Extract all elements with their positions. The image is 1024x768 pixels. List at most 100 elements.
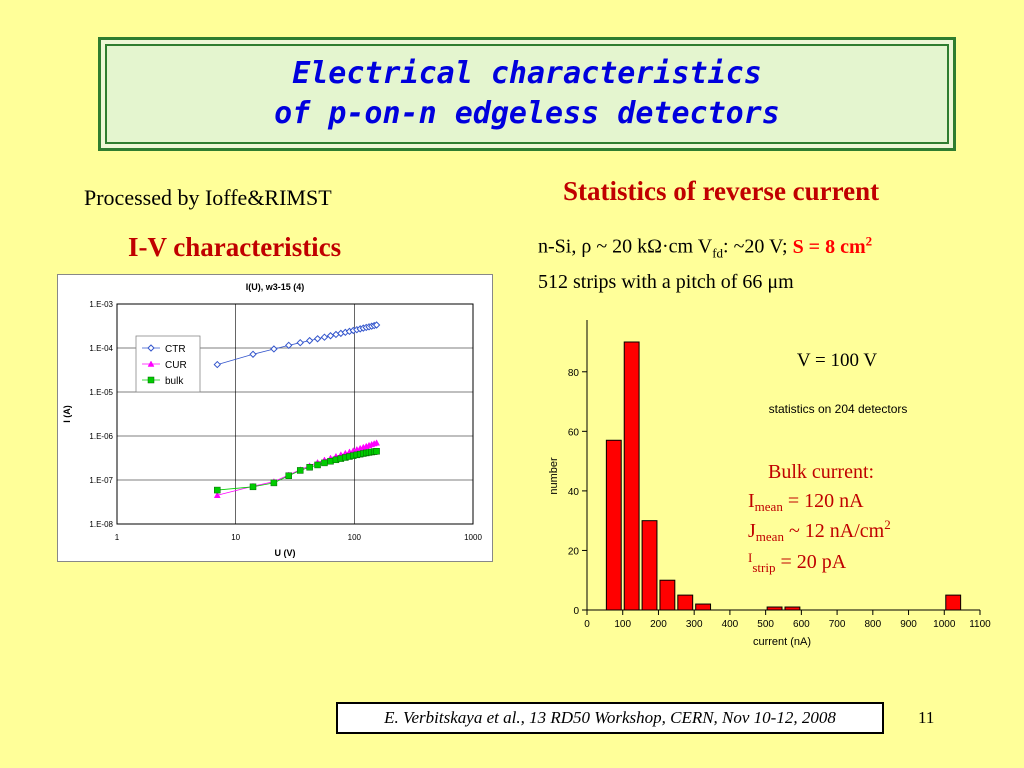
iv-point-bulk	[249, 483, 257, 491]
histogram-y-tick-label: 20	[568, 546, 580, 557]
iv-x-tick-label: 1	[115, 533, 120, 542]
iv-point-bulk	[285, 472, 292, 479]
iv-legend-label: CTR	[165, 344, 186, 355]
title-inner-frame: Electrical characteristics of p-on-n edg…	[105, 44, 949, 144]
histogram-bar	[641, 520, 658, 611]
histogram-bar	[605, 439, 622, 611]
iv-point-bulk	[314, 461, 321, 469]
slide-title-line1: Electrical characteristics	[292, 56, 762, 91]
iv-point-ctr	[372, 321, 381, 329]
histogram-x-tick-label: 1000	[933, 619, 956, 630]
histogram-x-tick-label: 1100	[969, 619, 991, 630]
iv-series-ctr	[213, 321, 381, 369]
iv-point-ctr	[305, 336, 314, 345]
iv-legend-marker	[147, 376, 155, 384]
histogram-x-tick-label: 500	[757, 619, 774, 630]
iv-legend-label: bulk	[165, 376, 184, 387]
iv-y-tick-label: 1.E-04	[89, 344, 113, 353]
annotation-j-mean: Jmean ~ 12 nA/cm2	[748, 517, 891, 544]
iv-legend-label: CUR	[165, 360, 187, 371]
iv-y-tick-label: 1.E-07	[89, 476, 113, 485]
histogram-bar	[659, 579, 676, 611]
iv-y-axis-label: I (A)	[62, 405, 72, 423]
params-part2: : ~20 V;	[723, 235, 793, 258]
iv-legend-marker	[147, 360, 155, 367]
histogram-x-tick-label: 800	[864, 619, 881, 630]
title-box: Electrical characteristics of p-on-n edg…	[98, 37, 956, 151]
histogram-bar	[695, 603, 712, 611]
reference-text: E. Verbitskaya et al., 13 RD50 Workshop,…	[384, 708, 836, 727]
histogram-x-axis-label: current (nA)	[753, 636, 811, 648]
bulk-current-annotation: Bulk current: Imean = 120 nA Jmean ~ 12 …	[748, 461, 891, 575]
page-number: 11	[918, 708, 935, 727]
histogram-x-tick-label: 200	[650, 619, 667, 630]
histogram-y-tick-label: 80	[568, 368, 580, 379]
iv-legend-box	[135, 335, 201, 393]
iv-chart-title: I(U), w3-15 (4)	[246, 282, 305, 292]
histogram-x-tick-label: 900	[900, 619, 917, 630]
iv-x-tick-label: 1000	[464, 533, 482, 542]
annotation-i-strip: Istrip = 20 pA	[748, 550, 847, 575]
iv-characteristics-heading: I-V characteristics	[128, 232, 342, 262]
iv-x-tick-label: 100	[348, 533, 362, 542]
reference-box: E. Verbitskaya et al., 13 RD50 Workshop,…	[336, 702, 884, 734]
iv-x-axis-label: U (V)	[275, 548, 296, 558]
params-sub-fd: fd	[712, 245, 724, 261]
area-text: S = 8 cm	[792, 235, 866, 258]
iv-point-cur	[373, 439, 381, 446]
histogram-y-axis-label: number	[548, 457, 560, 495]
histogram-y-tick-label: 0	[573, 606, 579, 617]
histogram-x-tick-label: 600	[793, 619, 810, 630]
area-sup: 2	[865, 233, 873, 248]
area-value: S = 8 cm2	[792, 233, 873, 258]
iv-point-ctr	[296, 338, 304, 347]
strips-description: 512 strips with a pitch of 66 μm	[538, 271, 794, 293]
iv-point-bulk	[296, 467, 304, 474]
histogram-panel: 0 20 40 60 80 0 100 200 300 400 500 600 700 800 900 100…	[540, 318, 1010, 658]
iv-point-bulk	[321, 459, 328, 467]
iv-point-bulk	[373, 448, 380, 455]
iv-series-bulk	[214, 448, 380, 494]
iv-y-tick-label: 1.E-06	[89, 432, 113, 441]
iv-y-tick-label: 1.E-05	[89, 388, 113, 397]
histogram-bar	[766, 606, 783, 611]
iv-point-ctr	[313, 335, 322, 343]
iv-point-cur	[213, 491, 221, 499]
histogram-bar	[784, 606, 801, 611]
histogram-x-tick-label: 100	[614, 619, 631, 630]
iv-chart: I(U), w3-15 (4) U (V) I (A) 1.E-08 1.E-07…	[62, 282, 482, 558]
iv-x-tick-label: 10	[231, 533, 240, 542]
iv-point-ctr	[249, 350, 257, 358]
iv-legend: CTR CUR bulk	[135, 335, 201, 393]
histogram-bar	[945, 594, 962, 611]
histogram-y-tick-label: 40	[568, 487, 580, 498]
iv-point-bulk	[214, 486, 221, 494]
histogram-x-tick-label: 400	[722, 619, 739, 630]
iv-point-ctr	[270, 345, 278, 353]
params-part1: n-Si, ρ ~ 20 kΩ·cm V	[538, 235, 713, 258]
iv-legend-marker	[147, 344, 155, 352]
processed-by-text: Processed by Ioffe&RIMST	[84, 185, 332, 210]
annotation-heading: Bulk current:	[768, 461, 874, 483]
histogram-bar	[623, 341, 640, 611]
histogram-bar	[677, 594, 694, 611]
iv-y-tick-label: 1.E-03	[89, 300, 113, 309]
slide-title-line2: of p-on-n edgeless detectors	[274, 96, 780, 131]
iv-point-ctr	[285, 341, 293, 350]
histogram-x-tick-label: 300	[686, 619, 703, 630]
histogram-subtitle: statistics on 204 detectors	[769, 402, 908, 416]
iv-point-ctr	[213, 360, 221, 369]
statistics-heading: Statistics of reverse current	[563, 176, 880, 206]
iv-point-ctr	[320, 333, 329, 341]
iv-chart-panel: I(U), w3-15 (4) U (V) I (A) 1.E-08 1.E-07…	[57, 274, 493, 562]
histogram-title: V = 100 V	[797, 350, 878, 371]
material-parameters: n-Si, ρ ~ 20 kΩ·cm Vfd: ~20 V; S = 8 cm2	[538, 233, 872, 262]
histogram-y-tick-label: 60	[568, 427, 580, 438]
iv-point-bulk	[327, 457, 334, 465]
histogram-x-tick-label: 0	[584, 619, 590, 630]
histogram-x-tick-label: 700	[829, 619, 846, 630]
annotation-i-mean: Imean = 120 nA	[748, 490, 864, 514]
iv-point-bulk	[306, 463, 313, 471]
iv-y-tick-label: 1.E-08	[89, 520, 113, 529]
